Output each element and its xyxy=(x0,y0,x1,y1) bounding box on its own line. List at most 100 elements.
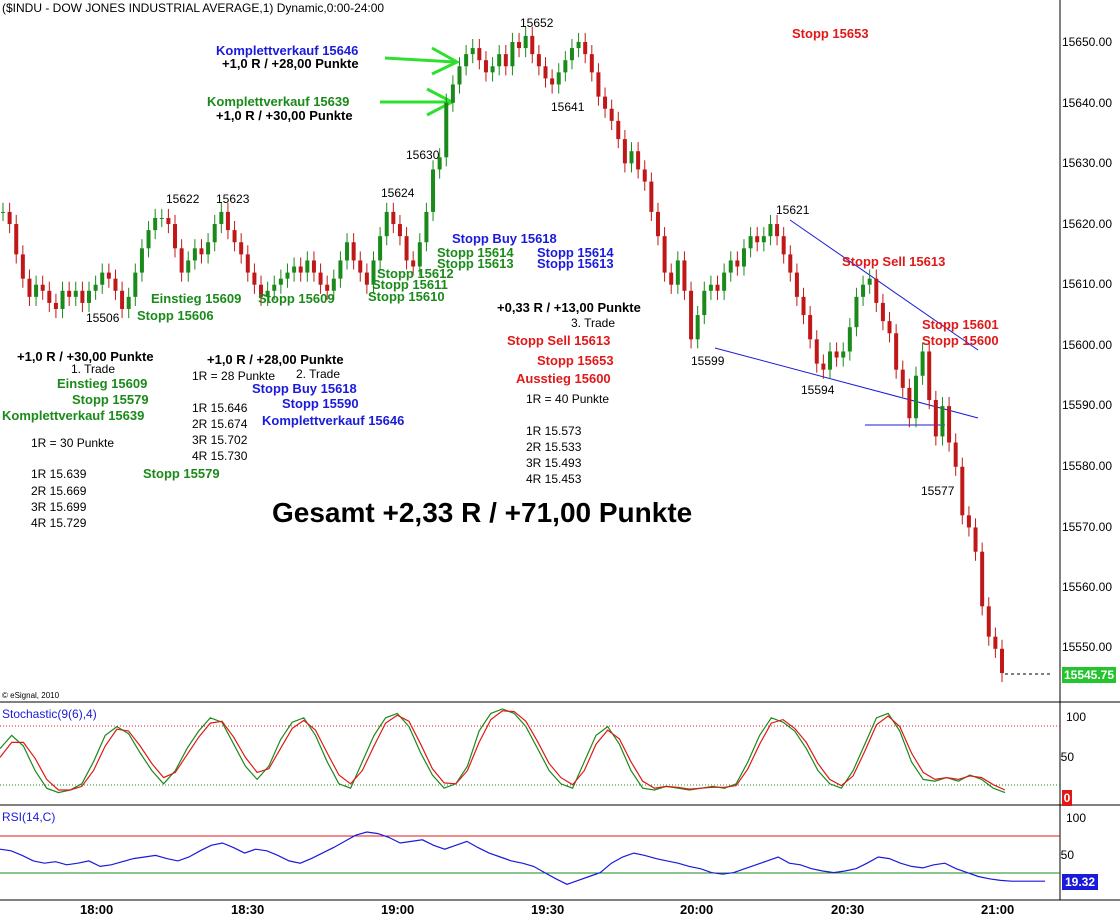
candle-body xyxy=(920,351,925,376)
trade1-stopp2: Stopp 15579 xyxy=(143,466,220,481)
candle-body xyxy=(715,284,720,291)
candle-body xyxy=(404,236,409,261)
candle-body xyxy=(550,78,555,85)
y-tick: 15650.00 xyxy=(1061,35,1112,49)
candle-body xyxy=(358,260,363,273)
pivot-label: 15624 xyxy=(381,186,415,200)
candle-body xyxy=(847,327,852,352)
candle-body xyxy=(788,254,793,273)
candle-body xyxy=(589,54,594,73)
candle-body xyxy=(702,290,707,316)
candle-body xyxy=(232,230,237,243)
candle-body xyxy=(913,375,918,419)
candle-body xyxy=(986,606,991,637)
candle-body xyxy=(391,211,396,225)
pivot-label: 15577 xyxy=(921,484,955,498)
candle-body xyxy=(437,157,442,170)
candle-body xyxy=(708,284,713,291)
y-tick: 15620.00 xyxy=(1061,217,1112,231)
copyright: © eSignal, 2010 xyxy=(2,691,60,700)
candle-body xyxy=(523,35,528,49)
candle-body xyxy=(93,284,98,291)
candle-body xyxy=(655,211,660,237)
candle-body xyxy=(219,211,224,225)
annot-stopp: Stopp 15612 xyxy=(377,266,454,281)
candle-body xyxy=(67,290,72,297)
candle-body xyxy=(113,278,118,291)
candle-series xyxy=(1,26,1004,683)
x-tick: 18:30 xyxy=(231,902,265,917)
candle-body xyxy=(126,296,131,309)
rsi-title: RSI(14,C) xyxy=(2,810,56,824)
pivot-label: 15623 xyxy=(216,192,250,206)
candle-body xyxy=(20,254,25,279)
summary-total: Gesamt +2,33 R / +71,00 Punkte xyxy=(272,497,693,528)
candle-body xyxy=(689,290,694,340)
candle-body xyxy=(397,224,402,237)
candle-body xyxy=(887,321,892,334)
candle-body xyxy=(40,284,45,291)
candle-body xyxy=(338,260,343,279)
candle-body xyxy=(649,181,654,212)
candle-body xyxy=(14,224,19,255)
trade3-level: 1R 15.573 xyxy=(526,424,582,438)
annot-stopp-buy: Stopp Buy 15618 xyxy=(452,231,557,246)
candle-body xyxy=(34,284,39,297)
trade3-stopp-sell: Stopp Sell 15613 xyxy=(507,333,611,348)
candle-body xyxy=(278,278,283,285)
annot-stopp: Stopp 15613 xyxy=(437,256,514,271)
candle-body xyxy=(139,248,144,273)
candle-body xyxy=(854,296,859,328)
candle-body xyxy=(834,351,839,358)
candle-body xyxy=(318,272,323,285)
candle-body xyxy=(794,272,799,297)
candle-body xyxy=(47,290,52,303)
candle-body xyxy=(192,248,197,261)
annot-stopp: Stopp 15611 xyxy=(372,277,448,292)
candle-body xyxy=(239,242,244,255)
candle-body xyxy=(821,363,826,370)
candle-body xyxy=(841,351,846,358)
annot-stopp-sell: Stopp Sell 15613 xyxy=(842,254,946,269)
pivot-label: 15652 xyxy=(520,16,554,30)
candle-body xyxy=(384,211,389,237)
candle-body xyxy=(431,169,436,212)
candle-body xyxy=(960,466,965,516)
candle-body xyxy=(662,236,667,273)
candle-body xyxy=(927,351,932,401)
trade1-level: 2R 15.669 xyxy=(31,484,87,498)
rsi-value-badge: 19.32 xyxy=(1062,874,1098,890)
candle-body xyxy=(530,35,535,55)
annot-stopp: Stopp 15610 xyxy=(368,289,445,304)
candle-body xyxy=(173,224,178,249)
candle-body xyxy=(371,260,376,285)
candle-body xyxy=(616,120,621,140)
candle-body xyxy=(245,254,250,273)
candle-body xyxy=(133,272,138,297)
candle-body xyxy=(7,211,12,225)
annot-stopp: Stopp 15653 xyxy=(792,26,869,41)
candle-body xyxy=(331,278,336,291)
candle-body xyxy=(212,224,217,243)
candle-body xyxy=(728,260,733,273)
candle-body xyxy=(940,406,945,437)
candle-body xyxy=(53,302,58,309)
annot-result: +1,0 R / +30,00 Punkte xyxy=(216,108,353,123)
candle-body xyxy=(444,102,449,158)
candle-body xyxy=(947,406,952,443)
candle-body xyxy=(364,272,369,285)
trade2-result: +1,0 R / +28,00 Punkte xyxy=(207,352,344,367)
candle-body xyxy=(153,217,158,231)
last-price-badge: 15545.75 xyxy=(1062,667,1116,683)
x-tick: 20:30 xyxy=(831,902,865,917)
trade2-name: 2. Trade xyxy=(296,367,341,381)
annot-stopp: Stopp 15606 xyxy=(137,308,214,323)
candle-body xyxy=(292,266,297,273)
candle-body xyxy=(867,278,872,285)
trade2-level: 4R 15.730 xyxy=(192,449,248,463)
candle-body xyxy=(517,42,522,49)
candle-body xyxy=(100,272,105,285)
pivot-label: 15641 xyxy=(551,100,585,114)
candle-body xyxy=(252,272,257,285)
candle-body xyxy=(622,139,627,164)
